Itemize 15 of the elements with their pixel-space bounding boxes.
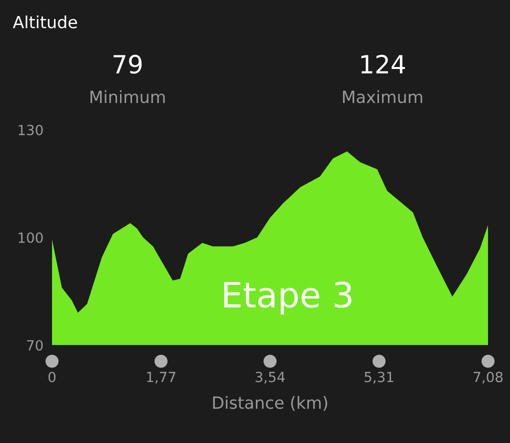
- y-tick-label: 70: [27, 340, 43, 351]
- text: 79: [114, 54, 142, 74]
- chart-title: Altitude: [12, 16, 77, 28]
- x-tick-label: 5,31: [364, 372, 394, 384]
- x-tick-label: 3,54: [256, 372, 285, 384]
- x-tick-label: 1,77: [147, 372, 176, 384]
- x-axis-title: Distance (km): [213, 396, 328, 411]
- x-tick-label: 0: [48, 372, 56, 382]
- y-tick-label: 130: [18, 124, 43, 136]
- text: Minimum: [90, 90, 165, 104]
- text: Maximum: [343, 90, 422, 104]
- annotation: Etape 3: [224, 282, 352, 315]
- y-tick-label: 100: [18, 232, 43, 243]
- text: 124: [361, 54, 405, 74]
- x-tick-label: 7,08: [474, 372, 503, 384]
